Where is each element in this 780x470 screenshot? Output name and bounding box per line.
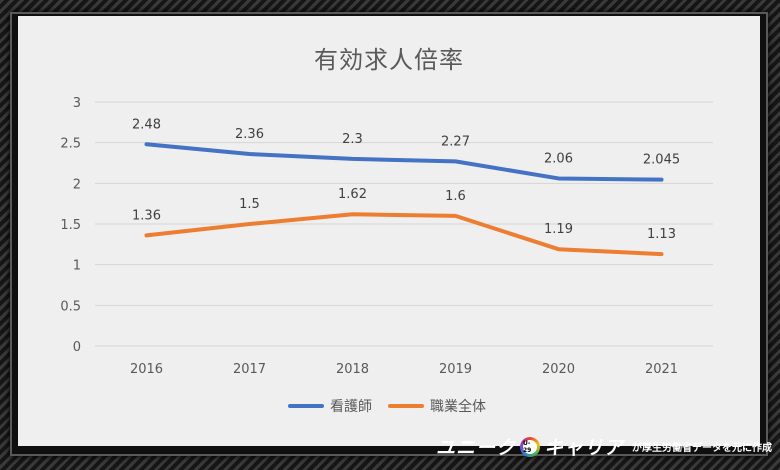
data-point-series-1	[661, 253, 662, 255]
chart-legend: 看護師 職業全体	[288, 396, 486, 416]
brand-name-part2: キャリア	[543, 437, 624, 459]
data-label-series-1: 1.5	[239, 197, 260, 212]
brand-tagline: が厚生労働省データを元に作成	[632, 443, 772, 454]
data-point-series-0	[558, 177, 559, 179]
data-label-series-0: 2.48	[132, 117, 161, 132]
data-point-series-1	[558, 248, 559, 250]
y-tick-label: 3	[73, 96, 81, 111]
data-label-series-1: 1.6	[445, 189, 466, 204]
y-tick-label: 2	[73, 177, 81, 192]
x-tick-label: 2018	[336, 362, 369, 377]
x-tick-label: 2020	[542, 362, 575, 377]
line-chart: 0 0.5 1 1.5 2 2.5 3 2016 2017 2018 2019 2020 2021 2.4…	[60, 96, 713, 377]
data-label-series-1: 1.62	[338, 187, 367, 202]
data-point-series-0	[352, 158, 353, 160]
x-tick-label: 2016	[130, 362, 163, 377]
brand-logo-icon: U-29	[519, 436, 540, 457]
legend-item-series-1: 職業全体	[388, 396, 486, 416]
data-label-series-1: 1.13	[647, 227, 676, 242]
data-point-series-1	[249, 223, 250, 225]
brand-name-part1: ユニーク	[435, 437, 516, 459]
data-label-series-0: 2.045	[643, 153, 680, 168]
series-line-1	[144, 212, 664, 257]
data-point-series-0	[661, 179, 662, 181]
data-label-series-1: 1.19	[544, 222, 573, 237]
brand-watermark: ユニーク U-29 キャリア が厚生労働省データを元に作成	[436, 433, 772, 460]
legend-swatch-series-0	[288, 404, 324, 408]
legend-swatch-series-1	[388, 404, 424, 408]
data-label-series-1: 1.36	[132, 208, 161, 223]
data-label-series-0: 2.06	[544, 151, 573, 166]
data-label-series-0: 2.3	[342, 132, 363, 147]
x-tick-label: 2017	[233, 362, 266, 377]
data-point-series-0	[249, 153, 250, 155]
series-line-0	[144, 142, 664, 182]
x-tick-label: 2019	[439, 362, 472, 377]
brand-logo-text: U-29	[522, 439, 537, 454]
y-tick-label: 0	[73, 340, 81, 355]
data-label-series-0: 2.36	[235, 127, 264, 142]
data-point-series-1	[352, 213, 353, 215]
y-tick-label: 1	[73, 259, 81, 274]
chart-panel: 有効求人倍率 0 0.5 1 1.5 2 2.5 3 2016 2017 2018 2019 2020…	[18, 16, 760, 446]
legend-label-series-0: 看護師	[330, 399, 372, 415]
data-point-series-1	[455, 215, 456, 217]
data-label-series-0: 2.27	[441, 134, 470, 149]
y-tick-label: 2.5	[60, 137, 81, 152]
data-point-series-0	[455, 160, 456, 162]
y-tick-label: 0.5	[60, 299, 81, 314]
data-point-series-1	[146, 234, 147, 236]
data-point-series-0	[146, 143, 147, 145]
legend-label-series-1: 職業全体	[430, 399, 486, 415]
y-tick-label: 1.5	[60, 218, 81, 233]
x-tick-label: 2021	[645, 362, 678, 377]
legend-item-series-0: 看護師	[288, 396, 372, 416]
chart-title: 有効求人倍率	[314, 46, 464, 74]
